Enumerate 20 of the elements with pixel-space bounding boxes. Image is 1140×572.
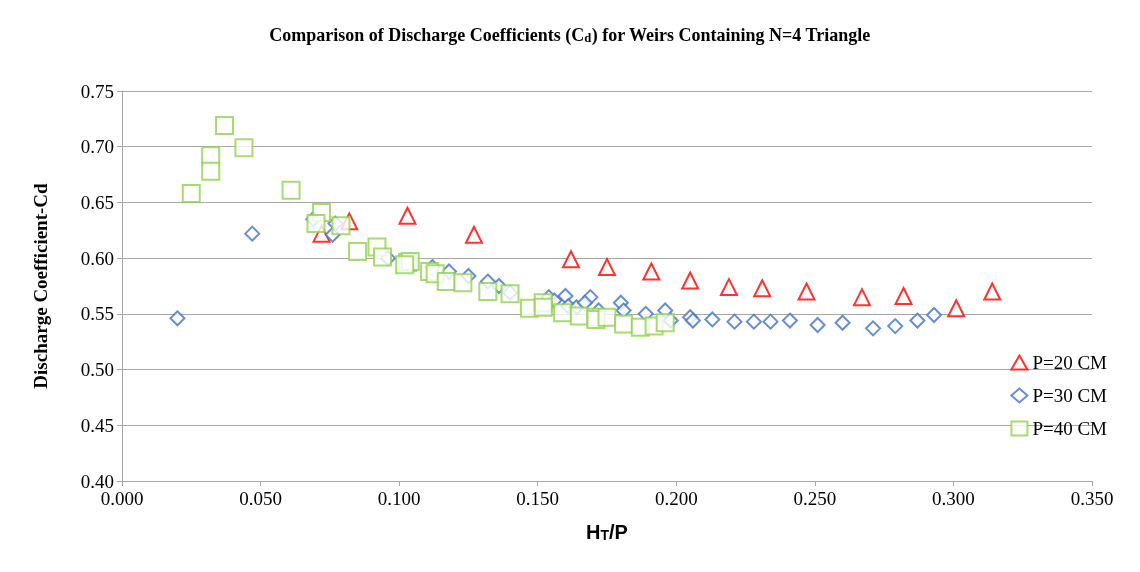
x-axis-title: HT/P [586, 520, 628, 543]
legend-label: P=30 CM [1032, 385, 1108, 406]
y-tick-label: 0.50 [80, 359, 114, 381]
y-tick-label: 0.75 [80, 80, 114, 102]
y-tick-label: 0.70 [80, 136, 114, 158]
x-tick-label: 0.200 [654, 488, 698, 509]
y-tick-label: 0.45 [80, 414, 114, 436]
y-tick-label: 0.65 [80, 191, 114, 213]
x-tick-label: 0.050 [239, 488, 282, 509]
x-tick-label: 0.150 [516, 488, 560, 509]
y-tick-label: 0.55 [80, 303, 114, 325]
legend-label: P=20 CM [1032, 352, 1108, 373]
chart-title: Comparison of Discharge Coefficients (Cd) for Weirs Containing N=4 Triangle [269, 24, 871, 46]
y-axis-title: Discharge Coefficient-Cd [30, 182, 51, 389]
y-tick-label: 0.60 [80, 247, 114, 269]
x-tick-label: 0.250 [793, 488, 837, 509]
x-tick-label: 0.300 [932, 488, 975, 509]
x-tick-label: 0.350 [1070, 488, 1114, 509]
legend-label: P=40 CM [1032, 418, 1108, 439]
x-tick-label: 0.100 [377, 488, 421, 509]
